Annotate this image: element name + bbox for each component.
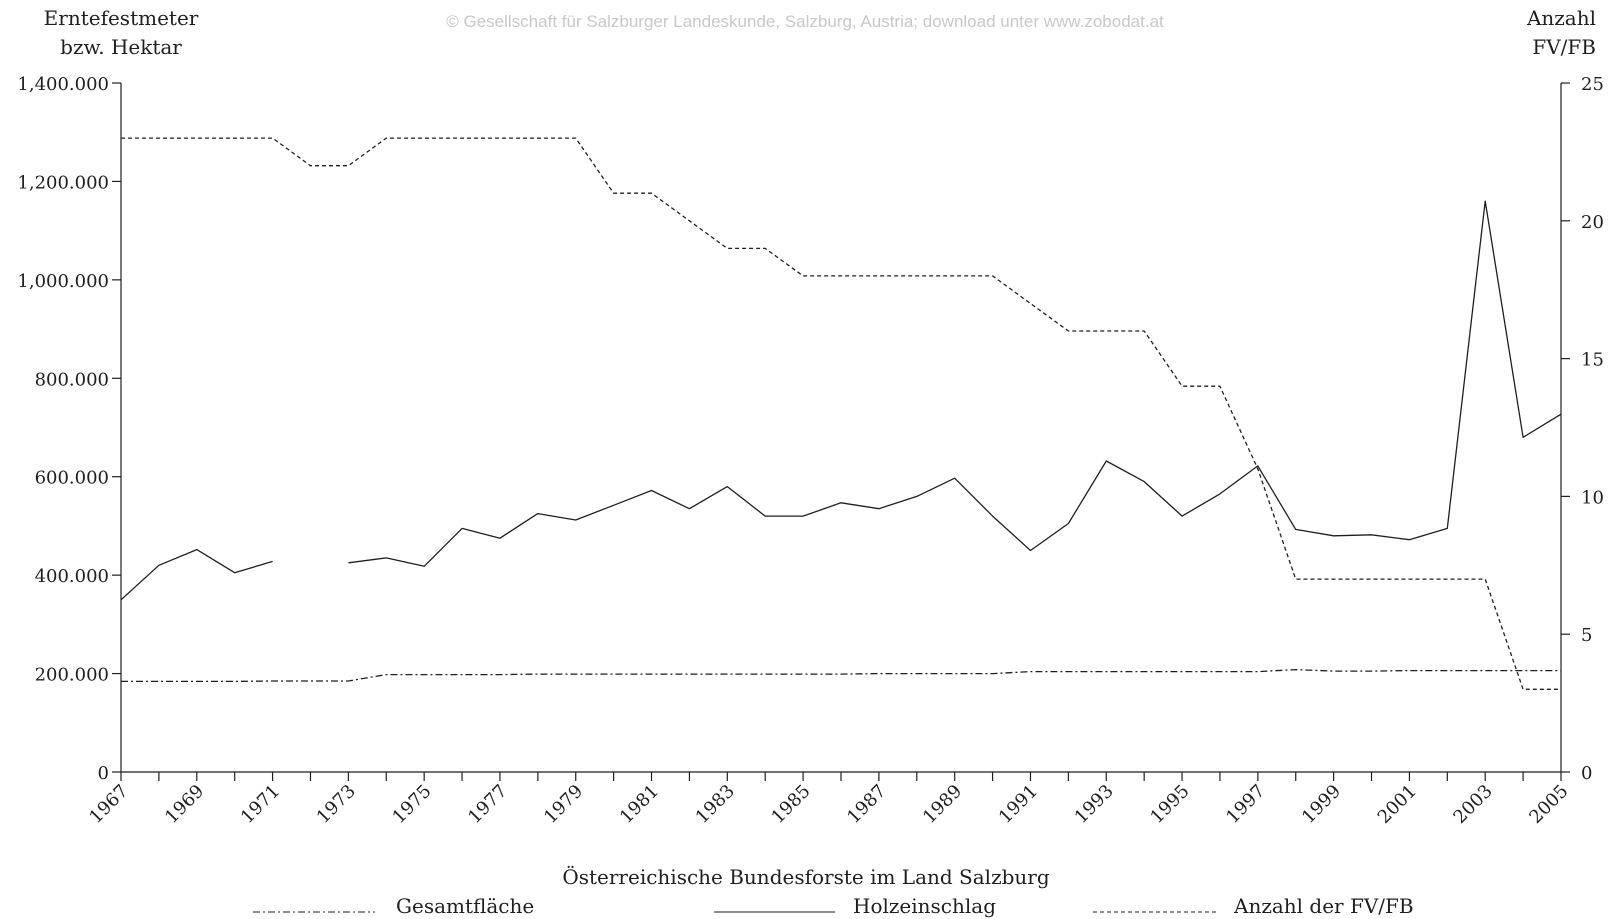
right-axis-title-line1: Anzahl xyxy=(1526,6,1596,30)
left-axis-title-line2: bzw. Hektar xyxy=(60,35,182,59)
left-tick-label: 400.000 xyxy=(35,566,109,587)
left-tick-label: 600.000 xyxy=(35,468,109,489)
series-line-anzahl-der-fv-fb xyxy=(121,137,1561,690)
x-axis-ticks: 1967 1969 1971 1973 1975 1977 1979 1981 1983 1985… xyxy=(85,772,1573,828)
x-tick-label: 1997 xyxy=(1222,781,1269,828)
series-layer xyxy=(120,137,1562,690)
series-line-gesamtfl-che xyxy=(121,668,1561,683)
copyright-watermark: © Gesellschaft für Salzburger Landeskund… xyxy=(446,12,1164,31)
left-tick-label: 800.000 xyxy=(35,369,109,390)
x-tick-label: 1975 xyxy=(388,781,435,828)
x-tick-label: 2003 xyxy=(1450,781,1497,828)
x-tick-label: 1979 xyxy=(540,781,587,828)
left-axis-ticks: 0 200.000 400.000 600.000 800.000 1,000.000 1,… xyxy=(17,74,121,784)
legend-label-gesamtflaeche: Gesamtfläche xyxy=(396,894,534,918)
x-tick-label: 1993 xyxy=(1071,781,1118,828)
left-tick-label: 0 xyxy=(98,763,109,784)
legend-label-holzeinschlag: Holzeinschlag xyxy=(853,894,996,918)
x-tick-label: 1985 xyxy=(767,781,814,828)
left-tick-label: 1,000.000 xyxy=(17,271,109,292)
left-axis-title-line1: Erntefestmeter xyxy=(44,6,199,30)
right-tick-label: 15 xyxy=(1581,350,1604,371)
legend: Gesamtfläche Holzeinschlag Anzahl der FV… xyxy=(253,894,1414,918)
left-tick-label: 1,400.000 xyxy=(17,74,109,95)
x-tick-label: 1995 xyxy=(1146,781,1193,828)
chart-title: Österreichische Bundesforste im Land Sal… xyxy=(562,864,1050,889)
x-tick-label: 1989 xyxy=(919,781,966,828)
right-tick-label: 0 xyxy=(1581,763,1592,784)
right-tick-label: 5 xyxy=(1581,625,1592,646)
x-tick-label: 2001 xyxy=(1374,781,1421,828)
x-tick-label: 1977 xyxy=(464,781,511,828)
x-tick-label: 1999 xyxy=(1298,781,1345,828)
x-tick-label: 1967 xyxy=(85,781,132,828)
x-tick-label: 1969 xyxy=(161,781,208,828)
series-line-holzeinschlag xyxy=(120,548,273,601)
x-tick-label: 1973 xyxy=(313,781,360,828)
x-tick-label: 1971 xyxy=(237,781,284,828)
right-tick-label: 10 xyxy=(1581,487,1604,508)
right-tick-label: 25 xyxy=(1581,74,1604,95)
series-line-holzeinschlag xyxy=(348,200,1562,567)
x-tick-label: 1987 xyxy=(843,781,890,828)
left-tick-label: 200.000 xyxy=(35,665,109,686)
right-axis-ticks: 0 5 10 15 20 25 xyxy=(1561,74,1604,784)
x-tick-label: 1983 xyxy=(692,781,739,828)
x-tick-label: 1981 xyxy=(616,781,663,828)
legend-label-anzahl-fv-fb: Anzahl der FV/FB xyxy=(1233,894,1414,918)
left-tick-label: 1,200.000 xyxy=(17,172,109,193)
right-tick-label: 20 xyxy=(1581,212,1604,233)
x-tick-label: 1991 xyxy=(995,781,1042,828)
right-axis-title-line2: FV/FB xyxy=(1532,35,1596,59)
x-tick-label: 2005 xyxy=(1525,781,1572,828)
